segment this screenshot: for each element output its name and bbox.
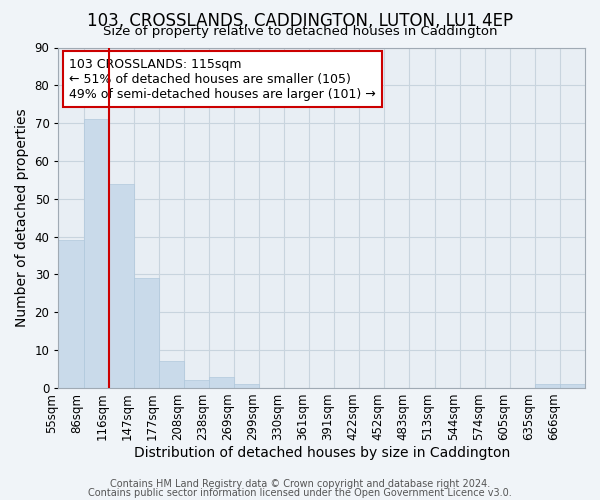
X-axis label: Distribution of detached houses by size in Caddington: Distribution of detached houses by size … xyxy=(134,446,510,460)
Bar xyxy=(560,384,585,388)
Bar xyxy=(58,240,83,388)
Y-axis label: Number of detached properties: Number of detached properties xyxy=(15,108,29,327)
Bar xyxy=(209,376,234,388)
Text: Contains HM Land Registry data © Crown copyright and database right 2024.: Contains HM Land Registry data © Crown c… xyxy=(110,479,490,489)
Bar xyxy=(535,384,560,388)
Bar xyxy=(159,362,184,388)
Bar xyxy=(184,380,209,388)
Text: 103, CROSSLANDS, CADDINGTON, LUTON, LU1 4EP: 103, CROSSLANDS, CADDINGTON, LUTON, LU1 … xyxy=(87,12,513,30)
Bar xyxy=(83,120,109,388)
Text: Size of property relative to detached houses in Caddington: Size of property relative to detached ho… xyxy=(103,25,497,38)
Bar xyxy=(134,278,159,388)
Bar xyxy=(234,384,259,388)
Bar xyxy=(109,184,134,388)
Text: 103 CROSSLANDS: 115sqm
← 51% of detached houses are smaller (105)
49% of semi-de: 103 CROSSLANDS: 115sqm ← 51% of detached… xyxy=(69,58,376,100)
Text: Contains public sector information licensed under the Open Government Licence v3: Contains public sector information licen… xyxy=(88,488,512,498)
